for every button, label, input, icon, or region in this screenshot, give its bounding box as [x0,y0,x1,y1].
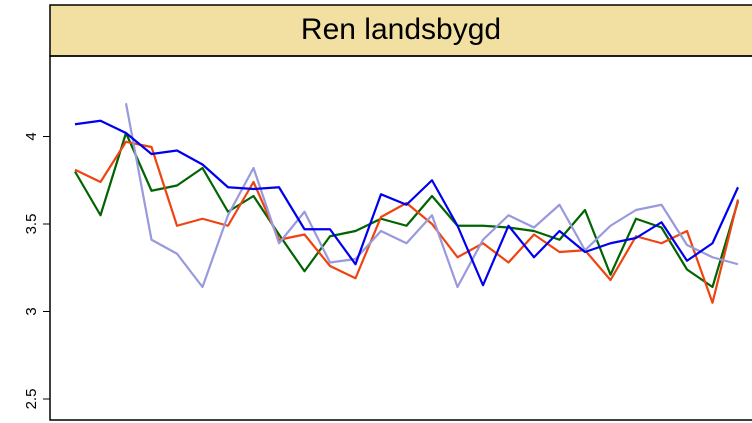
panel [49,55,752,421]
series-line [74,131,740,289]
series-line [74,140,740,304]
series-line [74,119,740,287]
strip [49,4,752,57]
y-tick-label: 3.5 [23,214,40,235]
y-tick-label: 4 [23,132,40,140]
y-tick-label: 3 [23,307,40,315]
chart-title: Ren landsbygd [301,13,501,46]
y-tick-label: 2.5 [23,389,40,410]
series-line [124,103,739,289]
